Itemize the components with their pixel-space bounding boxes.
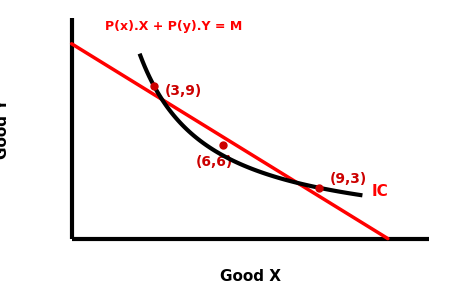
Text: (6,6): (6,6)	[196, 155, 233, 169]
Text: IC: IC	[371, 184, 388, 199]
Text: Good X: Good X	[220, 269, 281, 283]
Text: P(x).X + P(y).Y = M: P(x).X + P(y).Y = M	[104, 20, 242, 33]
Text: (3,9): (3,9)	[165, 83, 202, 98]
Text: Good Y: Good Y	[0, 98, 11, 159]
Text: (9,3): (9,3)	[330, 172, 367, 186]
